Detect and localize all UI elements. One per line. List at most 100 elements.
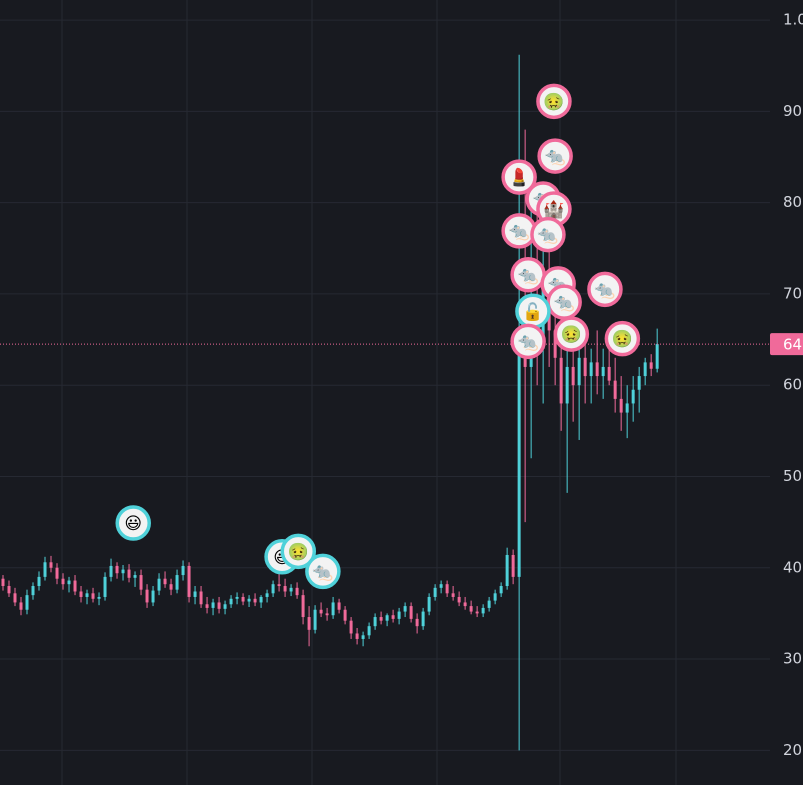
candle-body	[13, 593, 17, 603]
candle-body	[7, 586, 11, 594]
candle-body	[379, 617, 383, 621]
candle-body	[643, 362, 647, 377]
candle-body	[331, 602, 335, 616]
y-tick-label: 40	[783, 558, 802, 576]
candle-body	[619, 398, 623, 413]
marker-icon: 🐀	[518, 332, 540, 352]
candle-body	[97, 596, 101, 599]
candle-body	[37, 576, 41, 587]
candle-body	[349, 620, 353, 634]
candle-body	[451, 593, 455, 597]
candle-body	[43, 562, 47, 577]
marker: 🐀	[305, 553, 341, 590]
marker-icon: 🐀	[594, 280, 616, 300]
marker-ring	[510, 323, 546, 360]
marker: 😃	[115, 505, 151, 541]
candle-body	[589, 362, 593, 377]
candle-body	[565, 366, 569, 404]
candle-body	[91, 593, 95, 599]
marker-ring	[501, 159, 537, 195]
candle-body	[235, 596, 239, 599]
marker-ring	[305, 553, 341, 590]
candle-body	[313, 609, 317, 630]
candle-body	[517, 330, 521, 577]
candle-body	[133, 575, 137, 578]
candle-body	[337, 602, 341, 610]
candle-body	[583, 357, 587, 377]
candle-body	[193, 591, 197, 597]
candle-body	[223, 604, 227, 609]
candle-body	[79, 591, 83, 597]
candle-body	[301, 595, 305, 618]
candle-body	[559, 357, 563, 404]
candle-body	[181, 565, 185, 576]
candle-body	[283, 586, 287, 592]
candle-body	[607, 366, 611, 381]
marker-icon: 🐀	[545, 147, 567, 167]
marker-icon: 🔓	[522, 301, 543, 322]
candle-body	[439, 584, 443, 588]
candle-body	[187, 565, 191, 597]
candle-body	[397, 611, 401, 619]
candle-body	[481, 607, 485, 614]
marker-icon: 🤢	[561, 325, 582, 345]
candle-body	[277, 584, 281, 587]
marker-ring	[530, 216, 566, 253]
candle-body	[199, 591, 203, 605]
candle-body	[427, 596, 431, 612]
candle-body	[265, 593, 269, 597]
candle-body	[49, 562, 53, 568]
candle-body	[121, 569, 125, 574]
marker: 💄	[501, 159, 537, 195]
candle-body	[61, 578, 65, 585]
marker-icon: 😃	[124, 514, 142, 534]
y-tick-label: 20	[783, 741, 802, 759]
candle-body	[409, 606, 413, 619]
candle-body	[385, 615, 389, 621]
candle-body	[631, 389, 635, 404]
candle-body	[655, 344, 659, 369]
candle-body	[85, 593, 89, 597]
candle-body	[403, 606, 407, 612]
candle-body	[19, 602, 23, 610]
candle-body	[445, 584, 449, 594]
candle-body	[319, 609, 323, 614]
candle-body	[469, 606, 473, 612]
candle-body	[505, 554, 509, 587]
candle-body	[325, 613, 329, 616]
candle-body	[229, 598, 233, 605]
candle-body	[463, 602, 467, 607]
candle-body	[433, 587, 437, 597]
candle-body	[253, 598, 257, 603]
marker-ring	[536, 83, 572, 120]
candle-body	[67, 580, 71, 585]
candle-body	[247, 598, 251, 602]
marker-icon: 🐀	[509, 222, 531, 242]
marker: 🐀	[587, 271, 623, 308]
candle-body	[511, 554, 515, 577]
y-tick-label: 30	[783, 650, 802, 668]
y-tick-label: 70	[783, 284, 802, 302]
candle-body	[103, 576, 107, 597]
marker: 🐀	[530, 216, 566, 253]
candle-body	[373, 617, 377, 627]
candle-body	[139, 575, 143, 590]
marker-icon: 🐀	[312, 562, 334, 582]
y-tick-label: 80	[783, 193, 802, 211]
marker-ring	[115, 505, 151, 541]
marker-ring	[537, 138, 573, 174]
marker-ring	[280, 533, 317, 570]
candle-body	[343, 609, 347, 621]
candle-body	[493, 593, 497, 601]
marker: 🔓	[515, 293, 551, 330]
candle-body	[421, 611, 425, 627]
y-tick-label: 90	[783, 102, 802, 120]
candle-body	[241, 596, 245, 602]
marker: 🤢	[536, 83, 572, 120]
candle-body	[457, 596, 461, 603]
marker-icon: 🤢	[288, 542, 309, 562]
markers: 😃😃🤢🐀🤢🐀💄🐀🏰🐀🐀🐀🐀🐀🐀🔓🐀🤢🤢	[115, 83, 641, 590]
marker: 🐀	[546, 284, 582, 320]
y-tick-label: 1.0	[783, 11, 803, 29]
